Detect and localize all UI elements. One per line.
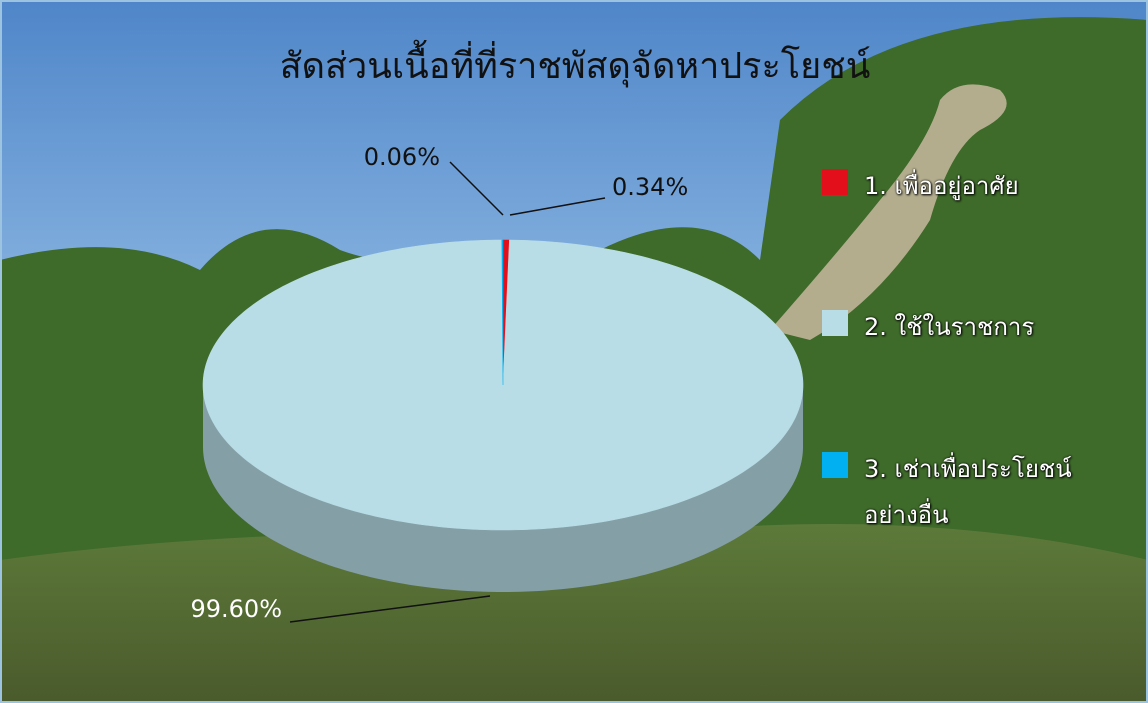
- pie-slice-side: [203, 385, 803, 592]
- legend-swatch: [822, 452, 848, 478]
- legend-label: 3. เช่าเพื่อประโยชน์อย่างอื่น: [864, 455, 1072, 529]
- legend-swatch: [822, 169, 848, 195]
- legend-label: 2. ใช้ในราชการ: [864, 313, 1035, 341]
- background-ground: [0, 524, 1148, 703]
- pie-slice: [501, 239, 504, 386]
- leader-line: [289, 595, 491, 623]
- background-dinosaur: [770, 84, 1007, 340]
- leader-line: [509, 197, 606, 216]
- chart-title: สัดส่วนเนื้อที่ที่ราชพัสดุจัดหาประโยชน์: [280, 39, 871, 88]
- legend-swatch: [822, 310, 848, 336]
- legend-entry: 2. ใช้ในราชการ: [822, 304, 1122, 350]
- data-label: 99.60%: [190, 595, 282, 623]
- legend-entry: 3. เช่าเพื่อประโยชน์อย่างอื่น: [822, 446, 1122, 538]
- leader-line: [449, 161, 504, 216]
- data-label: 0.06%: [364, 143, 440, 171]
- legend-entry: 1. เพื่ออยู่อาศัย: [822, 163, 1122, 209]
- data-label: 0.34%: [612, 173, 688, 201]
- legend-label: 1. เพื่ออยู่อาศัย: [864, 172, 1019, 200]
